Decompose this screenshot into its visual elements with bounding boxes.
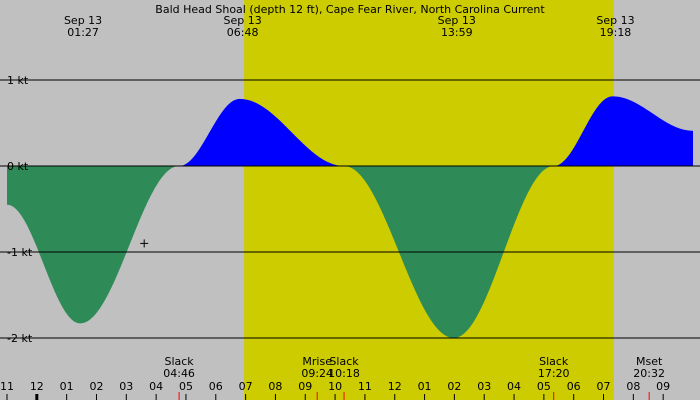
event-name: Slack <box>329 355 359 368</box>
ebb-current-area <box>7 166 693 338</box>
x-tick-label: 07 <box>239 380 253 393</box>
x-tick-label: 04 <box>149 380 163 393</box>
current-time-marker <box>140 239 149 248</box>
x-tick-label: 09 <box>298 380 312 393</box>
event-name: Mrise <box>302 355 332 368</box>
event-time: 04:46 <box>163 367 195 380</box>
extreme-date: Sep 13 <box>64 14 102 27</box>
extreme-time: 06:48 <box>227 26 259 39</box>
x-tick-label: 03 <box>119 380 133 393</box>
x-tick-label: 11 <box>0 380 14 393</box>
x-tick-label: 07 <box>597 380 611 393</box>
x-tick-label: 09 <box>656 380 670 393</box>
x-axis-ticks: 11 12 01 02 03 04 05 06 07 08 09 10 11 12 01 02 03 04 05 06… <box>0 380 670 400</box>
y-tick-label: -1 kt <box>7 246 33 259</box>
x-tick-label: 05 <box>537 380 551 393</box>
chart-title: Bald Head Shoal (depth 12 ft), Cape Fear… <box>155 3 545 16</box>
x-tick-label: 01 <box>60 380 74 393</box>
extreme-date: Sep 13 <box>438 14 476 27</box>
x-tick-label: 12 <box>30 380 44 393</box>
x-tick-label: 11 <box>358 380 372 393</box>
y-gridlines <box>0 79 700 339</box>
event-time: 20:32 <box>633 367 665 380</box>
event-name: Slack <box>539 355 569 368</box>
event-time: 10:18 <box>328 367 360 380</box>
y-tick-label: -2 kt <box>7 332 33 345</box>
extreme-time: 19:18 <box>600 26 632 39</box>
x-tick-label: 06 <box>567 380 581 393</box>
x-tick-label: 02 <box>447 380 461 393</box>
extreme-time: 13:59 <box>441 26 473 39</box>
event-labels: Slack04:46Mrise09:24Slack10:18Slack17:20… <box>163 355 665 400</box>
event-time: 17:20 <box>538 367 570 380</box>
x-tick-label: 06 <box>209 380 223 393</box>
extreme-date: Sep 13 <box>224 14 262 27</box>
x-tick-label: 08 <box>626 380 640 393</box>
x-tick-label: 02 <box>89 380 103 393</box>
y-tick-labels: 1 kt 0 kt -1 kt -2 kt <box>7 74 33 345</box>
x-tick-label: 08 <box>268 380 282 393</box>
y-tick-label: 0 kt <box>7 160 29 173</box>
event-name: Slack <box>164 355 194 368</box>
flood-current-area <box>7 96 693 166</box>
event-name: Mset <box>636 355 663 368</box>
x-tick-label: 10 <box>328 380 342 393</box>
x-tick-label: 01 <box>418 380 432 393</box>
y-tick-label: 1 kt <box>7 74 29 87</box>
x-tick-label: 12 <box>388 380 402 393</box>
x-tick-label: 03 <box>477 380 491 393</box>
x-tick-label: 05 <box>179 380 193 393</box>
x-tick-label: 04 <box>507 380 521 393</box>
event-time: 09:24 <box>301 367 333 380</box>
extreme-time: 01:27 <box>67 26 99 39</box>
extreme-date: Sep 13 <box>596 14 634 27</box>
